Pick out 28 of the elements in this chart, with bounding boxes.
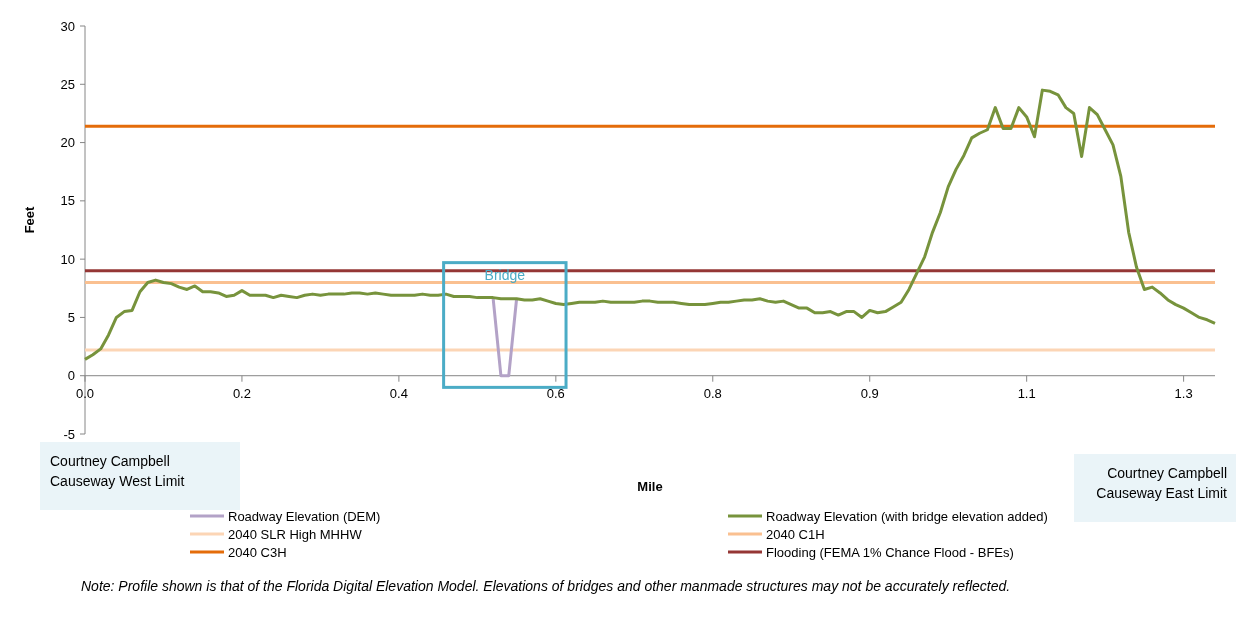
line-series <box>83 88 1217 361</box>
y-tick-label: 10 <box>60 251 75 267</box>
x-tick-label: 1.3 <box>1174 385 1193 401</box>
y-tick-label: 20 <box>60 135 75 151</box>
x-tick-label: 1.1 <box>1017 385 1036 401</box>
x-tick-label: 0.4 <box>389 385 408 401</box>
legend-label: Roadway Elevation (DEM) <box>228 508 381 524</box>
x-axis-title: Mile <box>637 479 663 494</box>
y-axis-title: Feet <box>22 205 37 234</box>
y-tick-label: 30 <box>60 18 75 34</box>
x-tick-label: 0.2 <box>232 385 251 401</box>
y-tick-label: 15 <box>60 193 75 209</box>
text: Note: Profile shown is that of the Florida Digital Elevation Model. Elevations of bridges and other manmade structures may not be accurately reflected. <box>81 578 1011 594</box>
x-tick-label: 0.6 <box>546 385 565 401</box>
text: Courtney Campbell Causeway West Limit <box>50 453 185 489</box>
text: Courtney Campbell Causeway East Limit <box>1096 465 1228 501</box>
y-tick-label: 25 <box>60 76 75 92</box>
y-tick-label: 5 <box>67 309 75 325</box>
legend-label: 2040 C1H <box>766 526 825 542</box>
y-tick-label: -5 <box>63 426 75 442</box>
legend-label: 2040 C3H <box>228 544 287 560</box>
x-tick-label: 0.0 <box>75 385 95 401</box>
legend-label: 2040 SLR High MHHW <box>228 526 363 542</box>
legend-label: Flooding (FEMA 1% Chance Flood - BFEs) <box>766 544 1014 560</box>
x-tick-label: 0.8 <box>703 385 722 401</box>
y-tick-label: 0 <box>67 368 75 384</box>
x-tick-label: 0.9 <box>860 385 879 401</box>
legend-label: Roadway Elevation (with bridge elevation added) <box>766 508 1048 524</box>
